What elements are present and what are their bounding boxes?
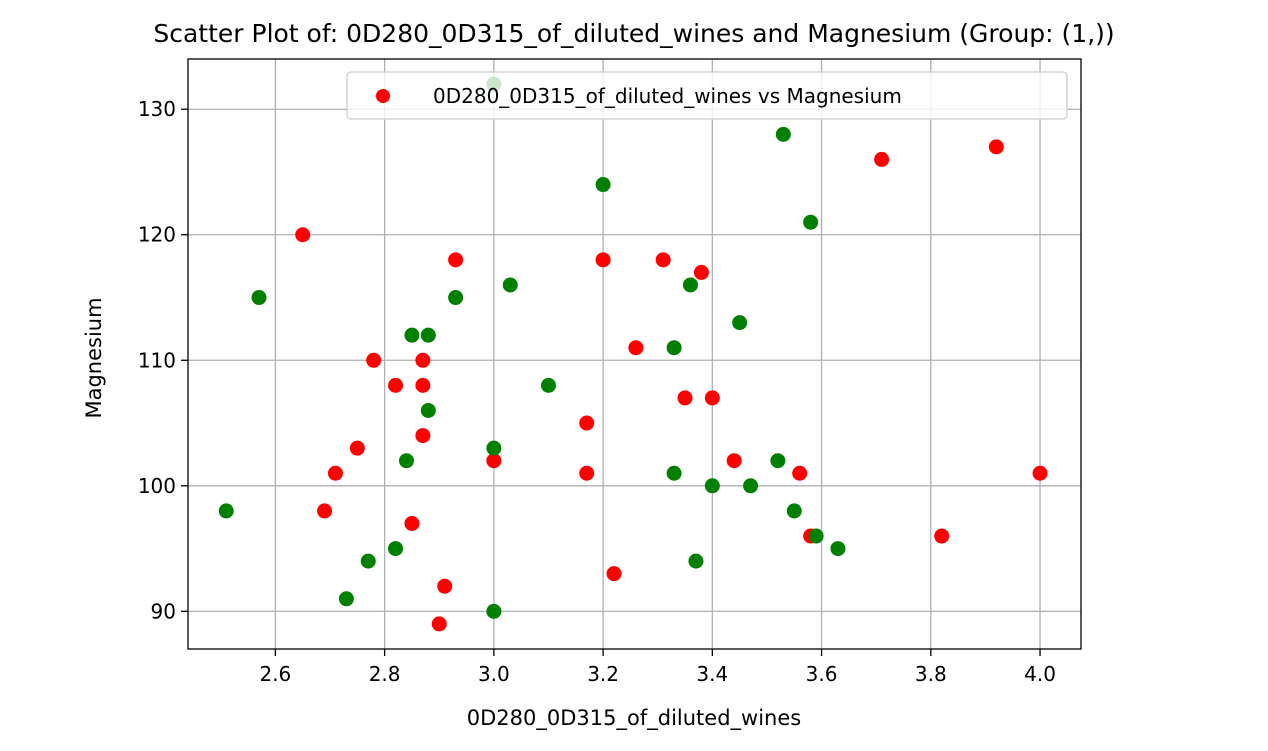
data-point-series-0: [988, 139, 1004, 155]
data-point-series-0: [1032, 465, 1048, 481]
x-tick-label: 3.0: [478, 662, 510, 686]
data-point-series-0: [655, 252, 671, 268]
data-point-series-0: [404, 515, 420, 531]
data-point-series-0: [693, 264, 709, 280]
data-point-series-1: [775, 126, 791, 142]
data-point-series-0: [415, 352, 431, 368]
data-point-series-0: [415, 428, 431, 444]
x-tick-label: 2.8: [369, 662, 401, 686]
data-point-series-0: [579, 465, 595, 481]
data-point-series-0: [437, 578, 453, 594]
data-point-series-0: [327, 465, 343, 481]
data-point-series-1: [388, 541, 404, 557]
data-point-series-0: [792, 465, 808, 481]
data-point-series-0: [349, 440, 365, 456]
data-point-series-1: [540, 377, 556, 393]
data-point-series-1: [420, 402, 436, 418]
data-point-series-0: [677, 390, 693, 406]
data-point-series-1: [486, 440, 502, 456]
legend-label: 0D280_0D315_of_diluted_wines vs Magnesiu…: [433, 84, 902, 108]
data-point-series-1: [786, 503, 802, 519]
data-point-series-0: [415, 377, 431, 393]
data-point-series-1: [595, 177, 611, 193]
data-point-series-0: [606, 566, 622, 582]
chart-title: Scatter Plot of: 0D280_0D315_of_diluted_…: [153, 19, 1114, 48]
x-tick-label: 4.0: [1024, 662, 1056, 686]
data-point-series-1: [251, 290, 267, 306]
data-point-series-1: [682, 277, 698, 293]
data-point-series-1: [803, 214, 819, 230]
data-points: [218, 76, 1048, 632]
data-point-series-1: [808, 528, 824, 544]
data-point-series-0: [874, 151, 890, 167]
y-axis-label: Magnesium: [82, 297, 106, 418]
y-tick-label: 90: [151, 599, 176, 623]
data-point-series-1: [448, 290, 464, 306]
data-point-series-0: [295, 227, 311, 243]
y-tick-label: 120: [138, 223, 176, 247]
data-point-series-1: [360, 553, 376, 569]
y-tick-label: 100: [138, 474, 176, 498]
y-tick-label: 130: [138, 97, 176, 121]
data-point-series-0: [704, 390, 720, 406]
data-point-series-0: [595, 252, 611, 268]
data-point-series-0: [486, 453, 502, 469]
data-point-series-0: [579, 415, 595, 431]
x-tick-label: 3.6: [806, 662, 838, 686]
x-tick-label: 3.4: [696, 662, 728, 686]
data-point-series-1: [704, 478, 720, 494]
data-point-series-1: [502, 277, 518, 293]
data-point-series-0: [431, 616, 447, 632]
data-point-series-0: [726, 453, 742, 469]
plot-frame: [187, 58, 1082, 650]
data-point-series-1: [688, 553, 704, 569]
data-point-series-1: [398, 453, 414, 469]
data-point-series-1: [743, 478, 759, 494]
x-tick-label: 2.6: [259, 662, 291, 686]
legend: 0D280_0D315_of_diluted_wines vs Magnesiu…: [346, 71, 1068, 120]
data-point-series-1: [830, 541, 846, 557]
axis-ticks: 2.6 2.8 3.0 3.2 3.4 3.6 3.8 4.0 90 100 110 120 130: [138, 97, 1056, 686]
data-point-series-0: [934, 528, 950, 544]
y-tick-label: 110: [138, 348, 176, 372]
data-point-series-1: [404, 327, 420, 343]
data-point-series-1: [770, 453, 786, 469]
data-point-series-0: [448, 252, 464, 268]
data-point-series-1: [420, 327, 436, 343]
data-point-series-1: [338, 591, 354, 607]
legend-marker: [376, 89, 390, 103]
data-point-series-1: [666, 340, 682, 356]
data-point-series-0: [317, 503, 333, 519]
data-point-series-1: [486, 603, 502, 619]
data-point-series-0: [366, 352, 382, 368]
data-point-series-0: [628, 340, 644, 356]
data-point-series-1: [732, 315, 748, 331]
data-point-series-0: [388, 377, 404, 393]
data-point-series-1: [218, 503, 234, 519]
x-tick-label: 3.2: [587, 662, 619, 686]
data-point-series-1: [666, 465, 682, 481]
legend-box: [346, 71, 1068, 120]
x-tick-label: 3.8: [915, 662, 947, 686]
x-axis-label: 0D280_0D315_of_diluted_wines: [467, 706, 801, 731]
